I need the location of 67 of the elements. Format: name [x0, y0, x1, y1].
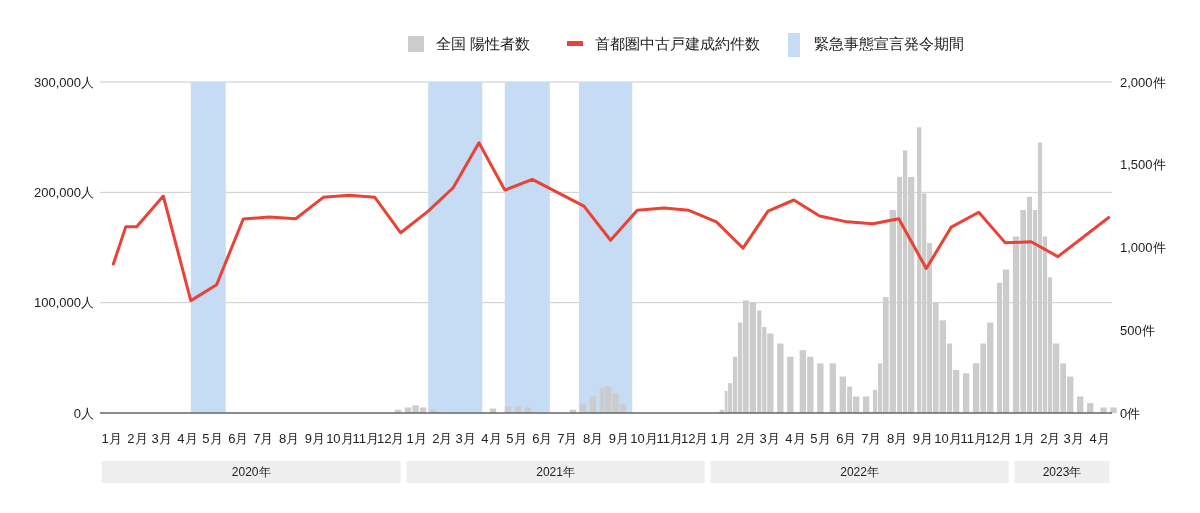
y2-tick-label: 1,500件	[1120, 157, 1166, 173]
y2-tick-label: 2,000件	[1120, 74, 1166, 90]
x-tick-label: 10月	[630, 431, 658, 446]
x-tick-label: 2月	[1040, 431, 1061, 446]
x-tick-label: 1月	[101, 431, 122, 446]
line-series	[111, 141, 1111, 303]
x-tick-label: 5月	[506, 431, 527, 446]
bar	[829, 363, 837, 413]
x-tick-label: 3月	[1063, 431, 1084, 446]
x-tick-label: 8月	[278, 431, 300, 446]
x-tick-label: 9月	[608, 431, 630, 446]
x-tick-label: 4月	[481, 431, 502, 446]
x-tick-label: 5月	[202, 431, 223, 446]
legend-label: 全国 陽性者数	[436, 35, 531, 53]
bar	[1110, 407, 1117, 413]
x-tick-label: 12月	[984, 431, 1013, 446]
x-tick-label: 2月	[736, 431, 757, 446]
x-tick-label: 7月	[861, 431, 882, 446]
y-tick-label: 300,000人	[34, 74, 94, 90]
x-tick-label: 4月	[177, 431, 198, 446]
x-tick-label: 8月	[582, 431, 604, 446]
x-tick-label: 1月	[1014, 431, 1035, 446]
x-tick-label: 6月	[836, 431, 857, 446]
x-tick-label: 5月	[810, 431, 831, 446]
text: 2022年	[840, 465, 879, 479]
bar	[787, 356, 794, 413]
x-tick-label: 3月	[759, 431, 780, 446]
x-tick-label: 6月	[228, 431, 249, 446]
x-tick-label: 7月	[253, 431, 274, 446]
x-tick-label: 2月	[127, 431, 148, 446]
y2-tick-label: 0件	[1120, 405, 1141, 421]
text: 2020年	[231, 465, 271, 479]
x-tick-label: 4月	[1089, 431, 1110, 446]
x-tick-label: 8月	[886, 431, 908, 446]
x-tick-label: 11月	[656, 431, 683, 446]
x-tick-label: 6月	[532, 431, 553, 446]
x-tick-label: 4月	[785, 431, 806, 446]
bar	[817, 363, 824, 413]
y2-tick-label: 1,000件	[1120, 240, 1166, 256]
y-tick-label: 200,000人	[34, 184, 94, 200]
text: 2023年	[1042, 465, 1082, 479]
y-tick-label: 0人	[73, 405, 94, 421]
x-tick-label: 1月	[406, 431, 427, 446]
y-tick-label: 100,000人	[34, 295, 94, 311]
x-tick-label: 3月	[151, 431, 172, 446]
legend-label: 緊急事態宣言発令期間	[814, 35, 964, 53]
bar	[1100, 407, 1107, 413]
text: 2021年	[536, 465, 575, 479]
x-tick-label: 9月	[304, 431, 326, 446]
bar	[1077, 396, 1084, 413]
bar	[862, 396, 870, 413]
x-tick-label: 3月	[455, 431, 476, 446]
x-tick-label: 2月	[432, 431, 453, 446]
bar	[589, 396, 597, 413]
x-tick-label: 7月	[557, 431, 578, 446]
x-tick-label: 10月	[326, 431, 354, 446]
x-tick-label: 12月	[376, 431, 405, 446]
legend-label: 首都圏中古戸建成約件数	[595, 35, 760, 53]
bar	[777, 343, 784, 413]
x-tick-label: 11月	[960, 431, 987, 446]
x-tick-label: 1月	[710, 431, 731, 446]
bar	[962, 373, 970, 413]
y2-tick-label: 500件	[1120, 322, 1155, 338]
x-tick-label: 11月	[352, 431, 379, 446]
x-tick-label: 9月	[912, 431, 934, 446]
x-tick-label: 12月	[680, 431, 709, 446]
x-tick-label: 10月	[934, 431, 962, 446]
